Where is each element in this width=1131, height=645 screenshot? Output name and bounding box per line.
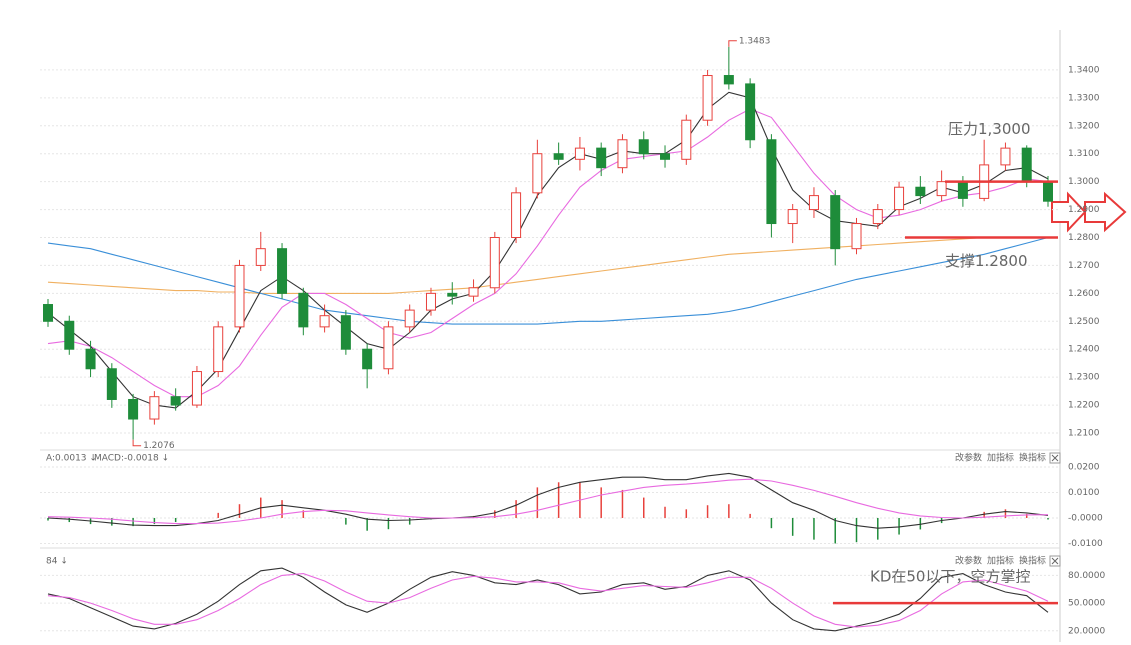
level-label: 压力1,3000 [948,120,1031,138]
candle-body [617,139,628,169]
level-label: 支撑1.2800 [945,252,1028,270]
candle-body [1021,147,1032,183]
y-tick-label: 1.2500 [1068,317,1100,327]
candle-body [766,139,777,225]
candle-body [745,83,756,141]
level-label: KD在50以下，空方掌控 [870,568,1030,586]
candle-body [149,396,160,420]
candle-body [404,309,415,328]
candle-body [702,75,713,121]
y-tick-label: 80.0000 [1068,571,1105,581]
indicator-line [47,478,1049,525]
indicator-button[interactable]: 加指标 [987,555,1014,567]
candle-body [872,209,883,225]
y-tick-label: 1.3000 [1068,177,1100,187]
candle-body [191,371,202,406]
y-tick-label: 1.3200 [1068,121,1100,131]
y-tick-label: 1.2700 [1068,261,1100,271]
low-marker [132,439,142,447]
candle-body [723,75,734,85]
indicator-button[interactable]: 改参数 [955,452,982,464]
high-marker [728,40,737,47]
candle-body [787,209,798,225]
candle-body [830,195,841,250]
candle-body [85,348,96,370]
indicator-button[interactable]: 改参数 [955,555,982,567]
indicator-line [47,236,1049,325]
candle-body [553,153,564,160]
arrow-icon [1084,191,1127,233]
indicator-button[interactable]: 换指标 [1019,452,1046,464]
candle-body [894,186,905,211]
y-tick-label: 1.2100 [1068,428,1100,438]
y-tick-label: 1.3300 [1068,93,1100,103]
candle-body [532,153,543,194]
candle-body [638,139,649,155]
y-tick-label: 1.2900 [1068,205,1100,215]
arrow-icon [1051,191,1087,233]
candle-body [64,320,75,350]
candle-body [340,315,351,350]
indicator-line [47,236,1048,294]
y-tick-label: 1.3100 [1068,149,1100,159]
y-tick-label: 1.2600 [1068,289,1100,299]
y-tick-label: 1.2200 [1068,401,1100,411]
candle-body [915,186,926,197]
candle-body [1000,147,1011,166]
candle-body [213,326,224,373]
y-tick-label: 50.0000 [1068,599,1105,609]
close-icon [1051,454,1059,462]
indicator-header: A:0.0013 ↓ [46,454,97,464]
candle-body [957,181,968,199]
indicator-button[interactable]: 换指标 [1019,555,1046,567]
candle-body [447,292,458,297]
candle-body [851,223,862,250]
candle-body [170,396,181,406]
indicator-button[interactable]: 加指标 [987,452,1014,464]
candle-body [255,248,266,266]
candle-body [234,264,245,328]
y-tick-label: 1.2300 [1068,373,1100,383]
y-tick-label: 1.2400 [1068,345,1100,355]
close-icon [1051,557,1059,565]
y-tick-label: 1.2800 [1068,233,1100,243]
candle-body [660,153,671,160]
candle-body [383,326,394,370]
y-tick-label: 0.0200 [1068,462,1100,472]
low-label: 1.2076 [143,441,175,451]
indicator-line [47,573,1049,628]
candle-body [319,315,330,328]
candle-body [808,195,819,211]
candle-body [681,119,692,160]
indicator-header: 84 ↓ [46,557,68,567]
candle-body [596,147,607,169]
candle-body [298,292,309,328]
y-tick-label: 1.3400 [1068,65,1100,75]
y-tick-label: 0.0100 [1068,488,1100,498]
candle-body [936,181,947,197]
indicator-header: MACD:-0.0018 ↓ [94,454,169,464]
y-tick-label: -0.0000 [1068,513,1103,523]
candle-body [277,248,288,294]
candle-body [43,304,53,322]
candle-body [468,287,479,297]
candle-body [425,292,436,311]
candle-body [1043,181,1053,202]
candle-body [362,348,373,370]
candle-body [489,237,500,289]
candle-body [511,192,522,238]
indicator-line [47,472,1049,529]
high-label: 1.3483 [739,36,771,46]
y-tick-label: 20.0000 [1068,626,1105,636]
y-tick-label: -0.0100 [1068,539,1103,549]
candle-body [574,147,585,160]
candle-body [106,368,117,400]
candle-body [128,398,139,420]
